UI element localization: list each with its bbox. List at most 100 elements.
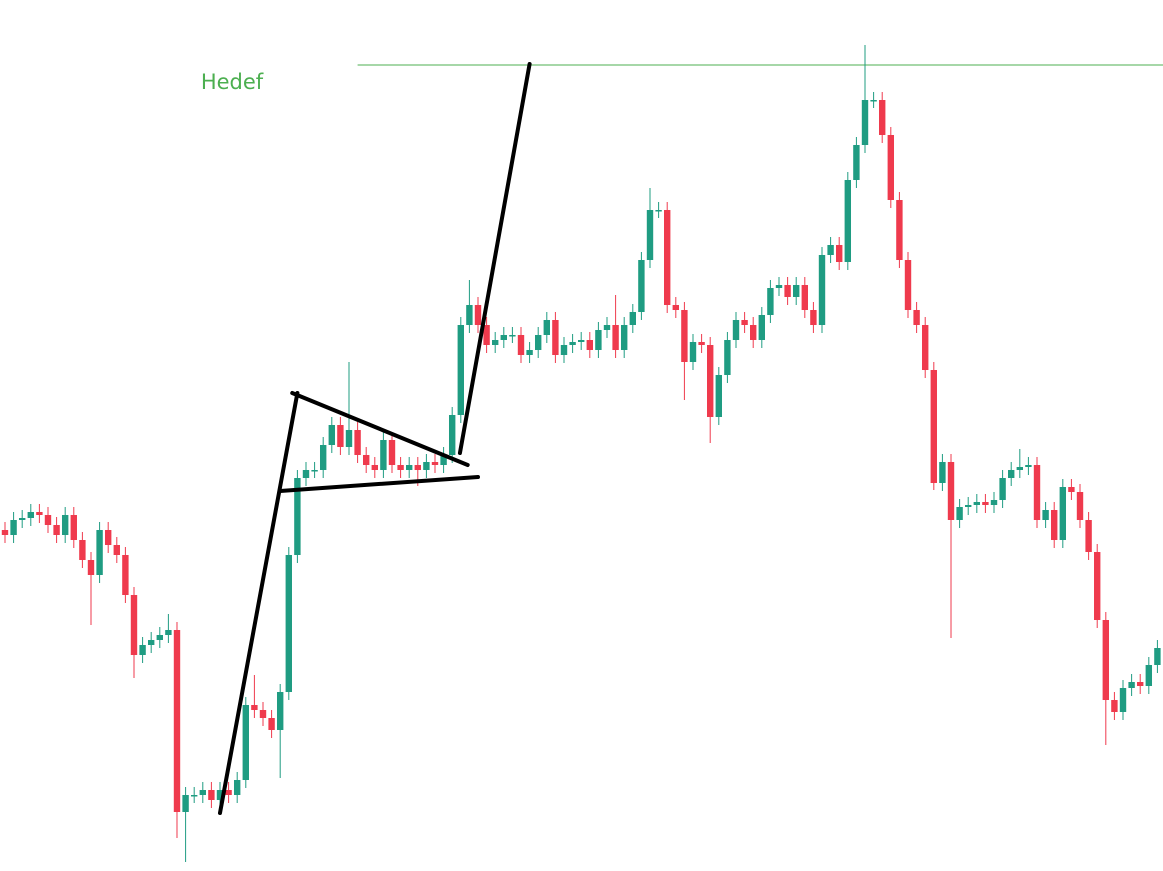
- candle-body: [233, 780, 241, 795]
- candle-body: [664, 210, 671, 305]
- candle-body: [10, 520, 17, 535]
- candle-body: [956, 507, 963, 520]
- candle-body: [638, 260, 645, 312]
- candle-body: [689, 342, 697, 362]
- candle-body: [715, 375, 723, 417]
- candle-body: [1025, 465, 1032, 467]
- candle-body: [870, 100, 877, 102]
- candle-body: [560, 345, 568, 355]
- candle-body: [1, 530, 9, 535]
- candle-body: [225, 790, 232, 795]
- candle-body: [818, 255, 826, 325]
- candle-body: [259, 710, 267, 718]
- candle-body: [672, 305, 680, 310]
- candle-body: [1051, 510, 1058, 540]
- candle-body: [79, 540, 86, 560]
- candle-body: [896, 200, 903, 260]
- candle-body: [595, 330, 602, 350]
- candle-body: [836, 245, 843, 262]
- candle-body: [939, 462, 946, 483]
- candle-body: [603, 325, 611, 330]
- candle-body: [930, 370, 938, 483]
- candle-body: [87, 560, 95, 575]
- candle-body: [758, 315, 766, 340]
- candle-body: [139, 645, 146, 655]
- candle-body: [973, 502, 981, 505]
- candle-body: [1068, 487, 1075, 492]
- trendline: [457, 62, 532, 455]
- candle-body: [251, 705, 258, 710]
- candle-body: [457, 325, 464, 415]
- candle-body: [879, 100, 886, 135]
- candle-body: [1094, 552, 1101, 620]
- candle-body: [1033, 465, 1041, 520]
- candle-body: [466, 305, 473, 325]
- trendline: [217, 391, 300, 815]
- candle-body: [1119, 688, 1127, 712]
- candle-body: [620, 325, 628, 350]
- candle-body: [990, 500, 998, 505]
- candle-body: [285, 555, 292, 692]
- candle-body: [190, 795, 198, 797]
- candle-body: [1042, 510, 1049, 520]
- candle-body: [810, 310, 817, 325]
- candle-body: [517, 335, 525, 355]
- candle-body: [319, 445, 327, 470]
- candle-body: [707, 345, 714, 417]
- candle-body: [853, 145, 860, 180]
- candle-body: [681, 310, 688, 362]
- candle-body: [268, 718, 275, 730]
- candle-body: [784, 285, 791, 297]
- candle-body: [337, 425, 344, 447]
- candle-body: [801, 285, 809, 310]
- candle-body: [371, 465, 378, 470]
- candle-body: [724, 340, 731, 375]
- candle-body: [440, 455, 447, 465]
- candle-body: [147, 640, 155, 645]
- candle-body: [1076, 492, 1084, 520]
- candle-body: [698, 342, 705, 345]
- candle-body: [388, 440, 396, 465]
- candle-body: [1154, 648, 1161, 665]
- candle-body: [431, 462, 439, 465]
- candle-body: [414, 465, 421, 470]
- candle-body: [913, 310, 920, 325]
- candle-body: [345, 430, 353, 447]
- candle-body: [552, 320, 559, 355]
- candle-body: [965, 505, 972, 507]
- candle-body: [767, 288, 774, 315]
- candle-body: [448, 415, 456, 455]
- candle-body: [276, 692, 284, 730]
- candle-body: [534, 335, 542, 350]
- candle-body: [36, 512, 43, 515]
- candle-body: [999, 478, 1006, 500]
- candle-body: [122, 555, 129, 595]
- candle-body: [543, 320, 550, 335]
- candle-body: [793, 285, 800, 297]
- candle-body: [156, 635, 163, 640]
- candle-body: [380, 440, 387, 470]
- candle-body: [27, 512, 34, 518]
- candle-body: [982, 502, 989, 505]
- candle-body: [130, 595, 138, 655]
- candle-body: [311, 470, 318, 472]
- trendline: [278, 475, 480, 493]
- candle-body: [405, 465, 413, 470]
- candle-body: [526, 350, 533, 355]
- candle-body: [491, 340, 499, 345]
- candle-body: [887, 135, 895, 200]
- target-label: Hedef: [201, 70, 264, 94]
- candle-body: [500, 335, 507, 340]
- candle-body: [354, 430, 361, 455]
- candle-body: [362, 455, 370, 465]
- candle-body: [861, 100, 869, 145]
- candle-body: [586, 340, 593, 350]
- candle-body: [1008, 470, 1015, 478]
- candle-body: [423, 462, 430, 470]
- candle-body: [61, 515, 69, 535]
- candle-body: [328, 425, 335, 445]
- candle-body: [1085, 520, 1092, 552]
- candle-body: [242, 705, 249, 780]
